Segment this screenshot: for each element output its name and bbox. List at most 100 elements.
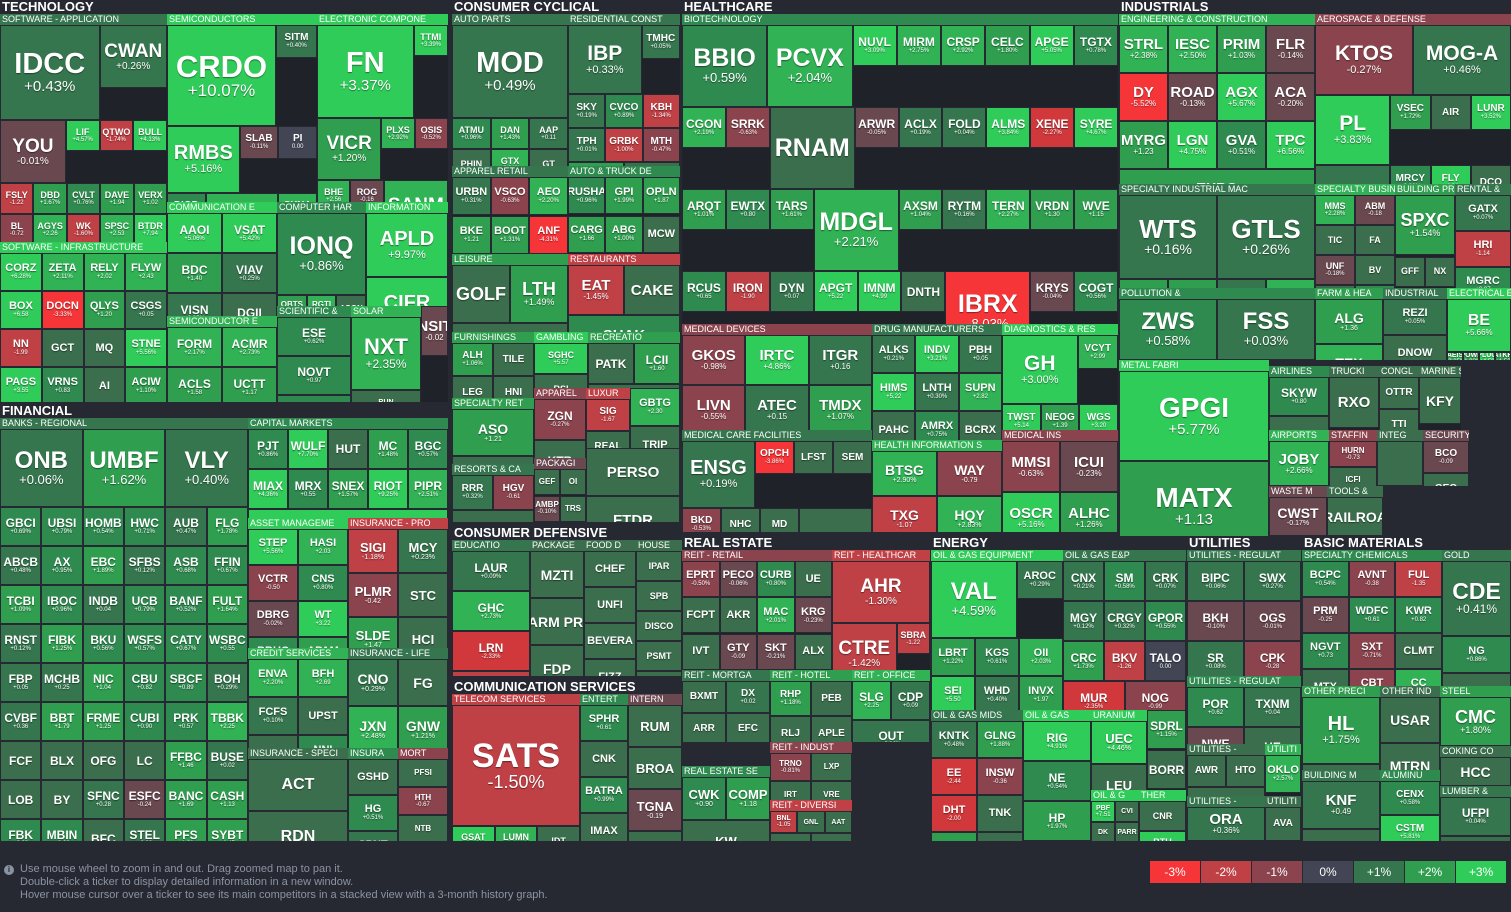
ticker-tile[interactable]: FIBK +1.25% [41,624,83,663]
ticker-tile[interactable]: SM +0.58% [1104,561,1145,601]
ticker-tile[interactable]: PRM -0.25 [1302,597,1349,633]
ticker-tile[interactable]: GTLS +0.26% [1217,195,1315,279]
industry-group[interactable]: PERSOFTDRFOOT [586,448,680,522]
ticker-tile[interactable]: COGT +0.56% [1074,271,1118,312]
ticker-tile[interactable]: BANC +1.69 [165,780,207,819]
ticker-tile[interactable]: CNS +0.80% [298,565,348,601]
ticker-tile[interactable]: SKY +0.19% [568,94,606,128]
ticker-tile[interactable]: STNE +5.56% [125,329,167,367]
ticker-tile[interactable]: NNI+0.69% [298,735,348,748]
ticker-tile[interactable]: FG [398,659,448,706]
ticker-tile[interactable]: BL -0.72 [0,214,34,242]
ticker-tile[interactable]: KNF +0.49 [1302,781,1380,829]
industry-furnishings[interactable]: FURNISHINGS ALH +1.06% TILE LEG HNI [452,332,534,398]
ticker-tile[interactable]: VCYT +2.99 [1077,335,1118,369]
ticker-tile[interactable]: CWST -0.17% [1269,497,1327,536]
ticker-tile[interactable]: FDP [530,645,584,676]
ticker-tile[interactable]: ABCB +0.48% [0,546,42,585]
ticker-tile[interactable]: KBH -1.34% [642,94,680,128]
ticker-tile[interactable]: TERN +2.27% [986,189,1031,230]
ticker-tile[interactable]: OSIS -0.52% [414,118,448,149]
ticker-tile[interactable]: ZGN -0.27% [534,399,586,440]
ticker-tile[interactable]: VERX +1.02 [133,183,167,214]
ticker-tile[interactable]: PERSO [586,448,680,496]
legend-item[interactable]: -1% [1252,861,1302,883]
ticker-tile[interactable]: BROA [628,747,682,789]
ticker-tile[interactable]: MTRN [1380,743,1440,770]
ticker-tile[interactable]: CSGS +0.05 [125,291,167,329]
ticker-tile[interactable]: LUMN+2.24% [494,826,538,841]
ticker-tile[interactable]: UNF -0.18% [1315,255,1355,285]
ticker-tile[interactable]: GHC +2.73% [452,591,530,631]
ticker-tile[interactable]: KRYS -0.04% [1030,271,1075,312]
ticker-tile[interactable]: LZ [1315,285,1355,288]
industry-packagi[interactable]: PACKAGI GEF OI AMBP -0.10% TRS [534,458,586,522]
ticker-tile[interactable]: ACT [248,759,348,811]
legend-item[interactable]: +3% [1456,861,1506,883]
ticker-tile[interactable]: REAL [586,431,630,448]
ticker-tile[interactable]: JOE [811,833,852,841]
ticker-tile[interactable]: JOBY +2.66% [1269,441,1329,486]
ticker-tile[interactable]: AX +0.95% [41,546,83,585]
industry-medical-devices[interactable]: MEDICAL DEVICES GKOS -0.98% IRTC +4.86% ITGR +… [682,324,872,430]
ticker-tile[interactable]: NWE-0.16 [1187,727,1244,744]
ticker-tile[interactable]: GSHD [348,759,398,795]
ticker-tile[interactable]: PJT +0.86% [248,429,288,469]
ticker-tile[interactable]: WSBC +0.55 [206,624,248,663]
ticker-tile[interactable]: LGN +4.75% [1168,121,1217,169]
ticker-tile[interactable]: GOLF [452,265,510,323]
ticker-tile[interactable]: GBCI +0.69% [0,507,42,546]
ticker-tile[interactable]: ACLX +0.19% [898,107,943,148]
ticker-tile[interactable]: ANF -4.31% [529,215,568,254]
ticker-tile[interactable]: GPI +1.99% [605,177,643,214]
ticker-tile[interactable]: ARR [682,713,726,742]
ticker-tile[interactable]: CBU +0.82 [123,663,166,702]
ticker-tile[interactable]: SEZL [248,735,298,748]
ticker-tile[interactable]: GCT [41,329,84,367]
ticker-tile[interactable]: VAL +4.59% [931,561,1017,638]
industry-utiliti[interactable]: UTILITI OKLO +2.57% [1265,744,1301,796]
ticker-tile[interactable]: BFH +2.69 [298,659,348,697]
ticker-tile[interactable]: SDRL +1.15% [1147,710,1186,749]
ticker-tile[interactable]: MIRM +2.75% [896,25,941,66]
industry-pollution[interactable]: POLLUTION & ZWS +0.58% FSS +0.03% [1119,288,1315,360]
ticker-tile[interactable]: PI 0.00 [278,126,317,159]
industry-insurance-speci[interactable]: INSURANCE - SPECIACTRDNESNT [248,748,348,841]
ticker-tile[interactable]: TPH +0.01% [568,128,606,162]
ticker-tile[interactable]: ACMR +2.73% [222,327,277,367]
ticker-tile[interactable]: UFPI +0.04% [1440,797,1511,836]
ticker-tile[interactable]: COMP +1.18 [726,777,770,820]
ticker-tile[interactable]: RUM [628,705,682,747]
ticker-tile[interactable]: SHAK+0.80% [568,315,680,332]
ticker-tile[interactable]: INDV +3.21% [915,335,959,373]
ticker-tile[interactable]: STEP +5.56% [248,529,298,565]
ticker-tile[interactable]: AVA [1265,807,1301,841]
ticker-tile[interactable]: CC+2.86 [1395,669,1442,686]
ticker-tile[interactable]: DGII [222,293,277,316]
ticker-tile[interactable]: OSCR +5.16% [1002,492,1060,532]
ticker-tile[interactable]: TRIP [630,426,680,448]
industry-apparel-retail[interactable]: APPAREL RETAIL URBN +0.31% VSCO -0.63% AEO +2.… [452,166,568,254]
ticker-tile[interactable]: ZWS +0.58% [1119,299,1217,360]
ticker-tile[interactable]: STC [398,573,448,617]
ticker-tile[interactable]: IDT [537,826,580,841]
ticker-tile[interactable]: DY -5.52% [1119,73,1168,121]
ticker-tile[interactable]: CLMT [1395,633,1442,669]
ticker-tile[interactable]: TILE [493,343,534,376]
ticker-tile[interactable]: BMI+0.81 [277,395,351,402]
ticker-tile[interactable]: KNTK +0.48% [931,721,977,758]
ticker-tile[interactable]: ALHC +1.26% [1060,492,1118,532]
ticker-tile[interactable]: MMSI -0.63% [1002,441,1060,492]
ticker-tile[interactable]: TMHC +0.05% [641,25,680,59]
ticker-tile[interactable]: BKV -1.26 [1104,641,1145,681]
ticker-tile[interactable]: FLR -0.14% [1266,25,1315,73]
ticker-tile[interactable]: PARR [1115,822,1139,841]
ticker-tile[interactable]: EAT -1.45% [568,265,624,315]
ticker-tile[interactable]: LEG [452,376,493,398]
ticker-tile[interactable]: INSW -0.36 [977,758,1023,795]
ticker-tile[interactable]: NHC [721,508,760,532]
